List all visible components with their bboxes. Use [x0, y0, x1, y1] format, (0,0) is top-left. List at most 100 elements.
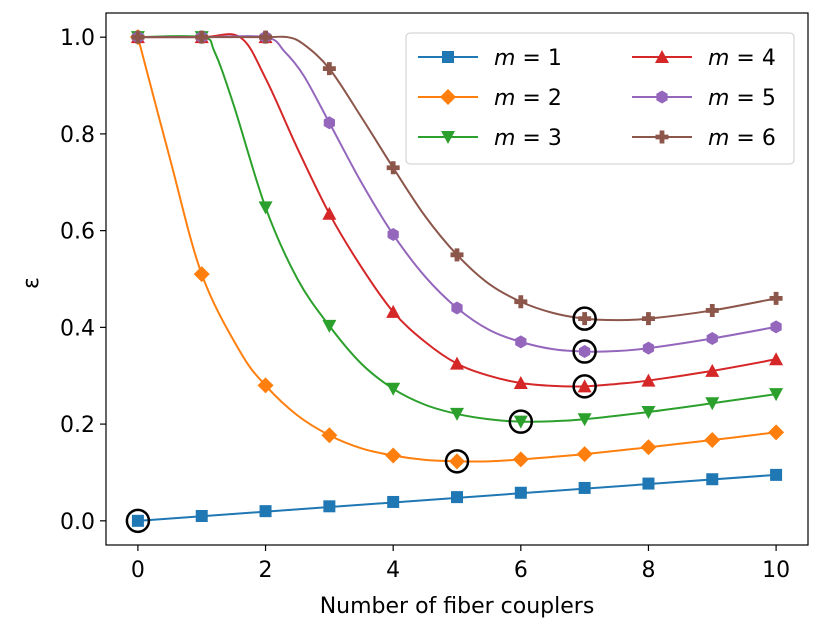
- plot-frame: [105, 12, 809, 546]
- data-point: [705, 363, 720, 377]
- data-point: [578, 481, 591, 494]
- legend-label-var: m: [708, 86, 729, 111]
- data-point: [322, 319, 337, 333]
- series-6: [131, 30, 783, 331]
- data-point: [706, 473, 719, 486]
- legend-marker: [441, 131, 455, 144]
- data-point: [321, 427, 338, 444]
- data-point: [195, 30, 209, 44]
- series-line: [137, 33, 777, 388]
- data-point: [449, 453, 465, 470]
- legend-label: m = 4: [708, 46, 776, 71]
- legend-entry-3: m = 3: [418, 126, 562, 151]
- x-tick-label: 6: [514, 558, 528, 583]
- legend: m = 1m = 2m = 3m = 4m = 5m = 6: [405, 32, 795, 165]
- y-tick-label: 0.4: [60, 316, 95, 341]
- legend-label-eq: = 5: [729, 86, 775, 111]
- x-axis-label: Number of fiber couplers: [320, 594, 595, 619]
- legend-marker: [656, 90, 668, 104]
- optimum-circle: [444, 449, 470, 474]
- series-5: [132, 30, 782, 364]
- data-point: [258, 201, 273, 215]
- y-tick-label: 1.0: [60, 26, 95, 51]
- data-point: [386, 304, 401, 318]
- legend-marker: [655, 130, 669, 144]
- data-point: [577, 413, 592, 427]
- data-point: [323, 116, 335, 130]
- data-point: [451, 301, 463, 315]
- data-point: [387, 228, 399, 242]
- data-point: [642, 341, 655, 355]
- legend-label-var: m: [494, 46, 515, 71]
- x-tick-label: 8: [641, 558, 655, 583]
- data-point: [514, 295, 528, 309]
- legend-label-eq: = 6: [729, 126, 775, 151]
- legend-label-eq: = 1: [515, 46, 561, 71]
- data-point: [322, 62, 336, 76]
- data-point: [579, 345, 591, 359]
- y-tick-label: 0.2: [60, 413, 95, 438]
- data-point: [768, 424, 785, 441]
- data-point: [450, 248, 464, 262]
- data-point: [641, 406, 656, 419]
- legend-label-var: m: [708, 46, 729, 71]
- legend-entry-1: m = 1: [418, 46, 562, 71]
- data-point: [770, 320, 782, 334]
- legend-box: [405, 32, 795, 165]
- plot-area: [125, 29, 785, 534]
- legend-label: m = 6: [708, 126, 776, 151]
- legend-label-var: m: [708, 126, 729, 151]
- series-3: [130, 31, 784, 434]
- y-tick-label: 0.8: [60, 123, 95, 148]
- legend-entry-5: m = 5: [632, 86, 776, 111]
- data-point: [259, 505, 272, 518]
- data-point: [770, 468, 783, 481]
- legend-label-eq: = 3: [515, 126, 561, 151]
- data-point: [514, 486, 527, 499]
- data-point: [193, 266, 210, 283]
- y-tick-label: 0.6: [60, 220, 95, 245]
- data-point: [450, 356, 464, 370]
- optimum-circle: [572, 339, 597, 364]
- data-point: [640, 439, 657, 456]
- data-point: [323, 500, 336, 513]
- series-line: [137, 35, 777, 423]
- data-point: [386, 382, 401, 396]
- data-point: [515, 335, 527, 349]
- legend-label: m = 1: [494, 46, 562, 71]
- data-point: [385, 447, 402, 464]
- legend-label-eq: = 2: [515, 86, 561, 111]
- y-tick-label: 0.0: [60, 510, 95, 535]
- data-point: [513, 375, 528, 389]
- data-point: [513, 415, 528, 429]
- series-1: [125, 468, 783, 534]
- legend-label: m = 2: [494, 86, 562, 111]
- data-point: [706, 331, 718, 345]
- legend-label-var: m: [494, 126, 515, 151]
- legend-marker: [655, 50, 669, 63]
- legend-marker: [442, 51, 454, 63]
- x-tick-label: 0: [131, 558, 145, 583]
- data-point: [576, 446, 593, 463]
- data-point: [769, 388, 784, 402]
- legend-label-var: m: [494, 86, 515, 111]
- data-point: [131, 30, 145, 44]
- data-point: [769, 291, 783, 305]
- data-point: [322, 206, 337, 220]
- legend-entry-2: m = 2: [418, 86, 562, 111]
- data-point: [450, 407, 464, 421]
- legend-label-eq: = 4: [729, 46, 775, 71]
- data-point: [705, 397, 720, 411]
- y-axis-label: ε: [19, 277, 44, 289]
- data-point: [387, 495, 400, 508]
- data-point: [259, 30, 273, 44]
- data-point: [641, 312, 655, 326]
- data-point: [195, 509, 208, 522]
- data-point: [512, 451, 529, 468]
- x-tick-label: 2: [259, 558, 273, 583]
- data-point: [257, 377, 274, 394]
- legend-marker: [440, 89, 456, 105]
- data-point: [131, 514, 144, 527]
- data-point: [704, 432, 721, 449]
